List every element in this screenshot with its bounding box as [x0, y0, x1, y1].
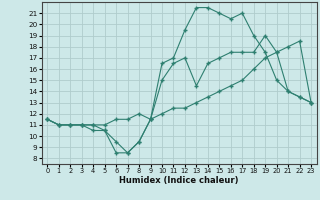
X-axis label: Humidex (Indice chaleur): Humidex (Indice chaleur)	[119, 176, 239, 185]
